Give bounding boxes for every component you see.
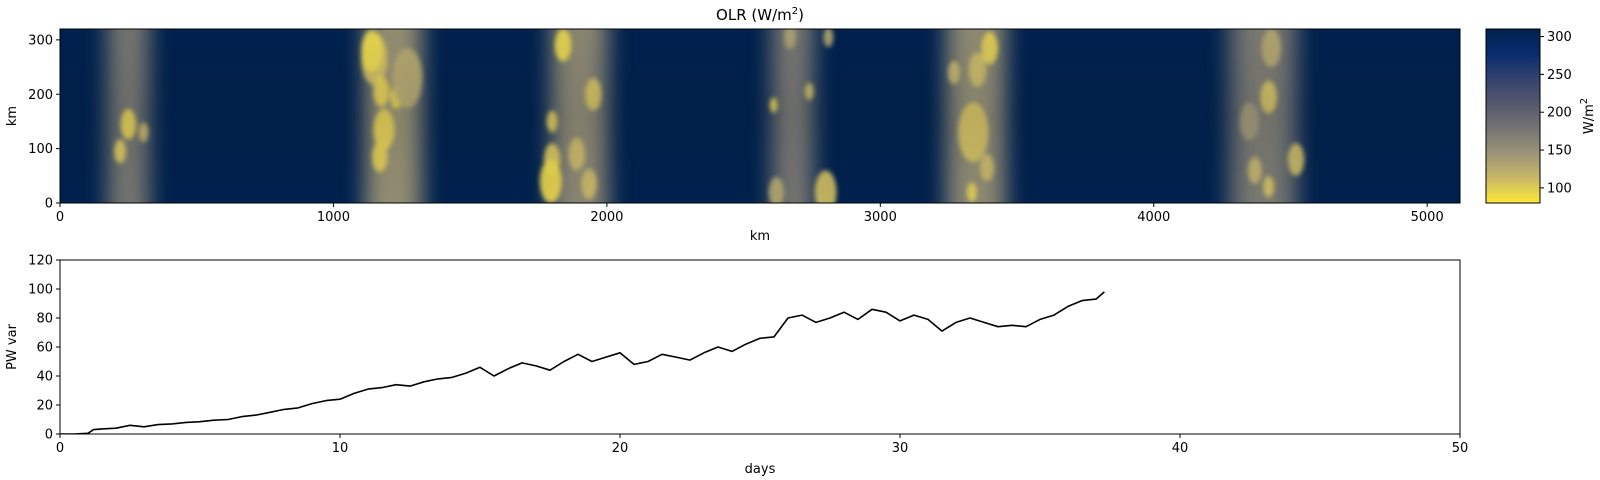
- line-plot-frame: [59, 259, 1461, 435]
- heatmap-y-ticks: 0 100 200 300: [28, 33, 60, 212]
- x-tick-label: 40: [1172, 441, 1189, 456]
- colorbar-frame: [1485, 28, 1541, 204]
- y-tick-label: 0: [45, 197, 53, 212]
- line-x-axis-label: days: [745, 462, 776, 477]
- heatmap-x-ticks: 0 1000 2000 3000 4000 5000: [56, 203, 1444, 225]
- colorbar-label: W/m2: [1579, 98, 1597, 134]
- line-plot-area: [60, 291, 1105, 434]
- x-tick-label: 0: [56, 210, 64, 225]
- x-tick-label: 4000: [1137, 210, 1170, 225]
- x-tick-label: 50: [1452, 441, 1469, 456]
- y-tick-label: 200: [28, 88, 53, 103]
- y-tick-label: 300: [28, 33, 53, 48]
- x-tick-label: 3000: [864, 210, 897, 225]
- y-tick-label: 20: [36, 399, 53, 414]
- x-tick-label: 30: [892, 441, 909, 456]
- colorbar-ticks: 100 150 200 250 300: [1540, 30, 1572, 196]
- colorbar-tick-label: 100: [1547, 181, 1572, 196]
- y-tick-label: 100: [28, 283, 53, 298]
- colorbar-tick-label: 200: [1547, 106, 1572, 121]
- line-y-ticks: 0 20 40 60 80 100 120: [28, 254, 60, 443]
- y-tick-label: 100: [28, 142, 53, 157]
- x-tick-label: 20: [612, 441, 629, 456]
- heatmap-plot-area: [60, 29, 1460, 203]
- x-tick-label: 2000: [590, 210, 623, 225]
- colorbar-tick-label: 300: [1547, 30, 1572, 45]
- y-tick-label: 120: [28, 254, 53, 269]
- heatmap-shading: [60, 29, 1460, 203]
- x-tick-label: 0: [56, 441, 64, 456]
- x-tick-label: 10: [332, 441, 349, 456]
- y-tick-label: 40: [36, 370, 53, 385]
- x-tick-label: 5000: [1411, 210, 1444, 225]
- olr-title: OLR (W/m2): [716, 6, 804, 24]
- line-x-ticks: 0 10 20 30 40 50: [56, 434, 1468, 456]
- pw-var-line-panel: 0 10 20 30 40 50 0 20 40 60 80 100 120 days PW var: [5, 254, 1468, 478]
- heatmap-x-axis-label: km: [750, 229, 770, 244]
- colorbar-tick-label: 150: [1547, 144, 1572, 159]
- colorbar-tick-label: 250: [1547, 68, 1572, 83]
- heatmap-y-axis-label: km: [5, 106, 20, 126]
- x-tick-label: 1000: [317, 210, 350, 225]
- y-tick-label: 60: [36, 341, 53, 356]
- y-tick-label: 80: [36, 312, 53, 327]
- line-y-axis-label: PW var: [5, 323, 20, 369]
- olr-heatmap-panel: OLR (W/m2) 0 1000 2000 3000 4000 5000 0 100 200…: [5, 6, 1597, 244]
- heatmap-frame: [59, 28, 1461, 204]
- pw-var-series-line: [60, 291, 1105, 434]
- y-tick-label: 0: [45, 428, 53, 443]
- colorbar: 100 150 200 250 300 W/m2: [1485, 28, 1597, 204]
- colorbar-fill: [1486, 29, 1540, 203]
